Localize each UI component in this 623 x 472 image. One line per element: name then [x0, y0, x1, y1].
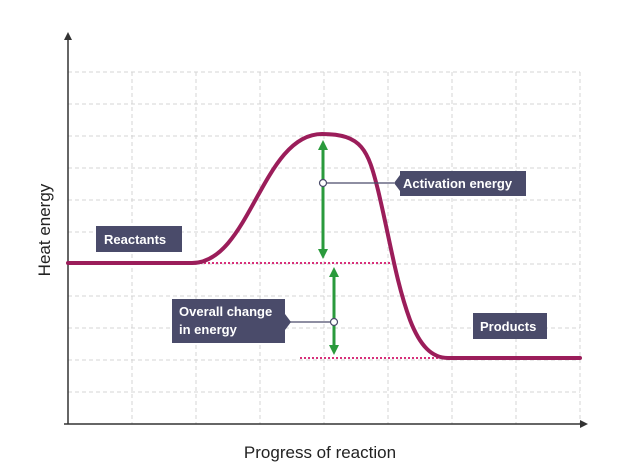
reactants-label: Reactants: [96, 226, 182, 252]
reactants-label-text: Reactants: [104, 232, 166, 247]
overall-change-label-line2: in energy: [179, 322, 238, 337]
overall-change-label-line1: Overall change: [179, 304, 272, 319]
activation-energy-label-text: Activation energy: [403, 176, 513, 191]
activation-energy-label: Activation energy: [394, 171, 526, 196]
y-axis-title: Heat energy: [35, 183, 54, 276]
overall-change-marker: [329, 317, 339, 327]
products-label-text: Products: [480, 319, 536, 334]
products-label: Products: [473, 313, 547, 339]
x-axis-title: Progress of reaction: [244, 443, 396, 462]
overall-change-label: Overall change in energy: [172, 299, 291, 343]
energy-curve: [66, 132, 582, 360]
activation-energy-marker: [318, 178, 328, 188]
